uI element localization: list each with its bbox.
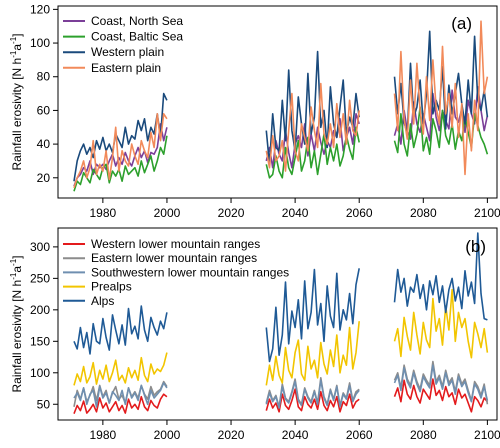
x-tick-label: 2040 <box>282 428 309 442</box>
panel-b: 50 100 150 200 250 300 1980 2000 2020 2040 2060 20… <box>30 227 500 442</box>
x-tick-label: 2000 <box>154 206 181 220</box>
series-line-alps-period-2 <box>265 268 360 363</box>
legend-entry-label: Southwestern lower mountain ranges <box>91 265 289 279</box>
series-line-western-lower-mountain-ranges-period-2 <box>265 388 360 413</box>
y-tick-label: 20 <box>37 171 51 185</box>
x-tick-label: 1980 <box>90 428 117 442</box>
legend-entry-label: Prealps <box>91 280 132 294</box>
x-tick-label: 2020 <box>218 428 245 442</box>
series-line-southwestern-lower-mountain-ranges-period-2 <box>265 379 360 409</box>
y-tick-label: 300 <box>30 240 50 254</box>
series-line-eastern-plain-period-1 <box>73 113 168 189</box>
y-tick-label: 200 <box>30 303 50 317</box>
legend-entry-label: Coast, Baltic Sea <box>91 30 183 44</box>
legend-entry-label: Coast, North Sea <box>91 14 183 28</box>
x-tick-label: 2080 <box>410 428 437 442</box>
legend-entry-label: Eastern lower mountain ranges <box>91 251 257 265</box>
y-tick-label: 40 <box>37 137 51 151</box>
series-line-eastern-plain-period-3 <box>393 20 489 176</box>
series-line-eastern-plain-period-2 <box>265 82 360 172</box>
panel-a-frame <box>57 5 498 199</box>
series-line-southwestern-lower-mountain-ranges-period-3 <box>393 364 489 403</box>
legend-entry-label: Western lower mountain ranges <box>91 237 260 251</box>
series-line-western-plain-period-1 <box>73 92 168 182</box>
y-tick-label: 100 <box>30 366 50 380</box>
x-tick-label: 2020 <box>218 206 245 220</box>
panel-b-frame <box>57 227 498 421</box>
series-line-prealps-period-2 <box>265 321 360 386</box>
y-tick-label: 250 <box>30 271 50 285</box>
series-line-western-lower-mountain-ranges-period-1 <box>73 393 168 414</box>
y-tick-label: 80 <box>37 70 51 84</box>
panel-a-y-axis-label: Rainfall erosivity [N h-1a-1] <box>9 34 24 171</box>
series-line-coast-baltic-sea-period-1 <box>73 135 168 192</box>
x-tick-label: 2100 <box>474 428 500 442</box>
legend-entry-label: Eastern plain <box>91 61 161 75</box>
series-line-western-plain-period-2 <box>265 50 360 166</box>
x-tick-label: 2080 <box>410 206 437 220</box>
y-tick-label: 150 <box>30 334 50 348</box>
series-line-prealps-period-3 <box>393 288 489 359</box>
panel-a-label: (a) <box>451 14 472 33</box>
x-tick-label: 2100 <box>474 206 500 220</box>
series-line-alps-period-1 <box>73 305 168 355</box>
x-tick-label: 2060 <box>346 428 373 442</box>
y-tick-label: 50 <box>37 397 51 411</box>
x-tick-label: 2060 <box>346 206 373 220</box>
x-tick-label: 2040 <box>282 206 309 220</box>
legend-entry-label: Western plain <box>91 45 164 59</box>
y-tick-label: 60 <box>37 103 51 117</box>
series-line-western-lower-mountain-ranges-period-3 <box>393 378 489 413</box>
legend-entry-label: Alps <box>91 294 114 308</box>
series-line-coast-baltic-sea-period-2 <box>265 126 360 179</box>
series-line-southwestern-lower-mountain-ranges-period-1 <box>73 382 168 408</box>
y-tick-label: 120 <box>30 2 50 16</box>
panel-b-label: (b) <box>465 237 486 256</box>
y-tick-label: 100 <box>30 36 50 50</box>
panel-b-y-axis-label: Rainfall erosivity [N h-1a-1] <box>9 256 24 393</box>
panel-a-legend: Coast, North Sea Coast, Baltic SeaWestern… <box>63 14 183 75</box>
x-tick-label: 2000 <box>154 428 181 442</box>
x-tick-label: 1980 <box>90 206 117 220</box>
series-line-alps-period-3 <box>393 232 488 321</box>
series-line-prealps-period-1 <box>73 352 168 386</box>
